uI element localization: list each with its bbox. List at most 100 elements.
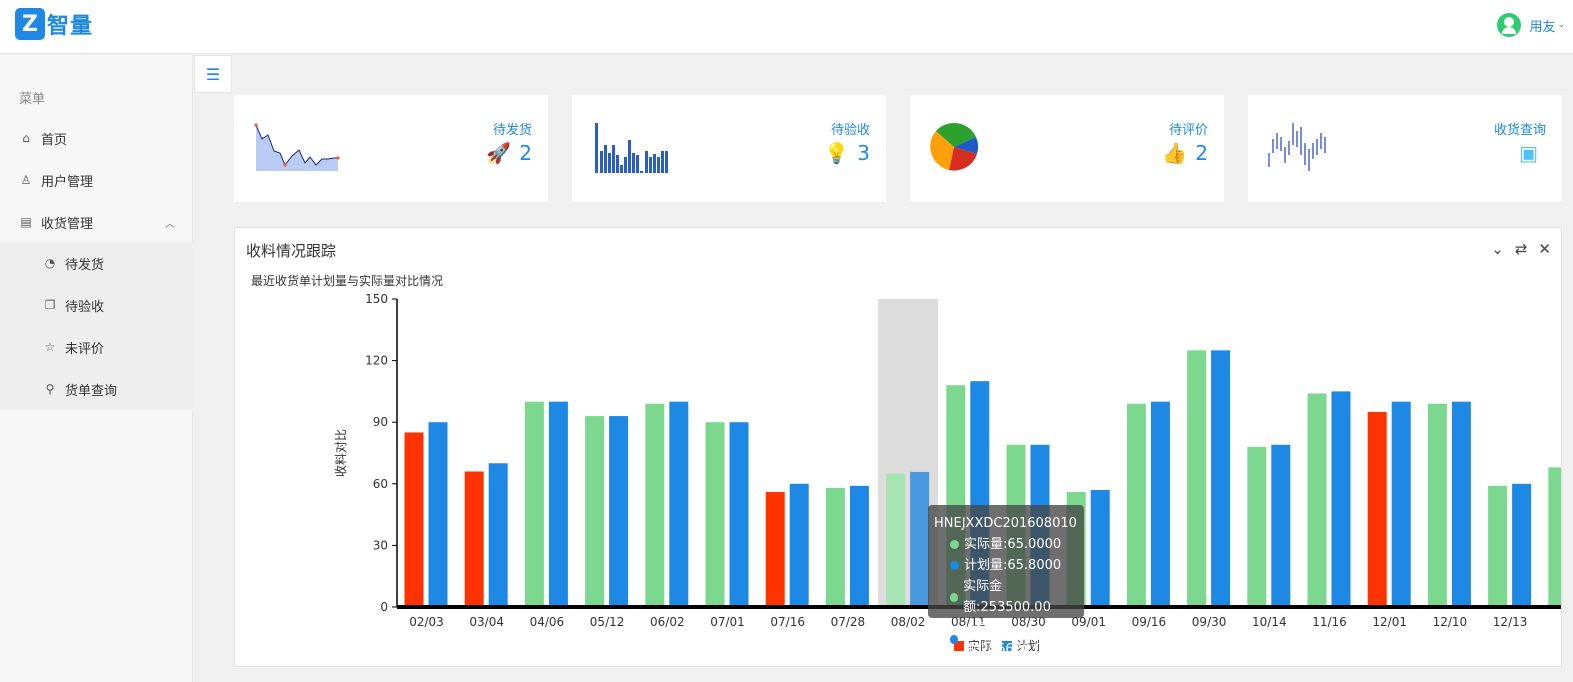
- document-icon: ▤: [20, 215, 32, 229]
- menu-title: 菜单: [19, 92, 46, 107]
- x-tick-label: 12/01: [1372, 615, 1407, 629]
- close-icon[interactable]: ✕: [1538, 240, 1551, 258]
- card-value-row: 🚀 2: [486, 141, 532, 165]
- user-menu[interactable]: 用友 ⌄: [1497, 13, 1565, 37]
- bar-actual: [1247, 446, 1267, 607]
- submenu: ◔ 待发货 ❐ 待验收 ☆ 未评价 ⚲ 货单查询: [0, 242, 193, 410]
- logo-text: 智量: [47, 14, 94, 39]
- x-tick-label: 02/03: [409, 615, 444, 629]
- panel-toolbar: ⌄ ⇄ ✕: [1491, 240, 1551, 258]
- copy-icon: ❐: [44, 298, 56, 312]
- card-label: 待发货: [492, 123, 532, 138]
- card-pending-shipment[interactable]: 待发货 🚀 2: [234, 95, 548, 202]
- bar-plan: [1271, 444, 1291, 607]
- legend-dot-icon: [950, 634, 959, 644]
- bar-plan: [910, 471, 930, 607]
- y-tick-label: 30: [373, 538, 388, 552]
- sidebar-item-receiving[interactable]: ▤ 收货管理 ︿: [0, 201, 193, 243]
- bar-actual: [1548, 467, 1561, 607]
- x-tick-label: 08/02: [891, 615, 926, 629]
- sidebar-item-pending-shipment[interactable]: ◔ 待发货: [0, 242, 193, 284]
- legend-swatch-plan: [1002, 641, 1012, 651]
- bar-plan: [1512, 483, 1532, 607]
- x-tick-label: 05/12: [590, 615, 625, 629]
- tooltip-row: 实际量:65.0000: [934, 534, 1078, 555]
- legend-dot-icon: [950, 592, 959, 602]
- sidebar-item-pending-inspection[interactable]: ❐ 待验收: [0, 284, 193, 326]
- y-tick-label: 0: [380, 600, 388, 614]
- report-icon: ▣: [1519, 141, 1538, 165]
- logo[interactable]: Z 智量: [15, 8, 93, 40]
- sidebar: 菜单 ⌂ 首页 ♙ 用户管理 ▤ 收货管理 ︿ ◔ 待发货 ❐ 待验收 ☆ 未评…: [0, 55, 193, 682]
- x-tick-label: 07/28: [831, 615, 866, 629]
- sidebar-item-label: 收货管理: [41, 216, 94, 232]
- bar-actual: [1307, 393, 1327, 607]
- legend-label-plan: 计划: [1016, 639, 1040, 653]
- refresh-icon[interactable]: ⇄: [1514, 240, 1528, 258]
- card-value: 3: [857, 141, 870, 165]
- sidebar-item-label: 未评价: [65, 341, 105, 357]
- menu-collapse-icon: ☰: [205, 64, 221, 84]
- bar-actual: [765, 492, 785, 607]
- legend-label-actual: 实际: [968, 638, 992, 653]
- sidebar-item-order-query[interactable]: ⚲ 货单查询: [0, 368, 193, 410]
- bar-actual: [1367, 411, 1387, 607]
- legend-swatch-actual: [954, 641, 964, 651]
- bar-plan: [488, 463, 508, 607]
- sidebar-item-label: 用户管理: [41, 174, 94, 190]
- card-value: 2: [1195, 141, 1208, 165]
- y-tick-label: 90: [373, 415, 388, 429]
- legend-dot-icon: [950, 540, 959, 549]
- chart-tooltip: HNEJXXDC201608010 实际量:65.0000 计划量:65.800…: [928, 505, 1084, 657]
- bar-actual: [1488, 485, 1508, 607]
- user-name: 用友: [1529, 19, 1556, 35]
- x-tick-label: 07/16: [770, 615, 805, 629]
- bulb-icon: 💡: [824, 141, 850, 165]
- bar-actual: [1427, 403, 1447, 607]
- card-pending-review[interactable]: 待评价 👍 2: [910, 95, 1224, 202]
- x-tick-label: 09/16: [1132, 615, 1167, 629]
- collapse-icon[interactable]: ⌄: [1491, 240, 1504, 258]
- sidebar-item-users[interactable]: ♙ 用户管理: [0, 159, 193, 201]
- bar-plan: [1451, 401, 1471, 607]
- x-tick-label: 11/16: [1312, 615, 1347, 629]
- bar-plan: [1391, 401, 1411, 607]
- card-label: 收货查询: [1493, 123, 1546, 138]
- bar-plan: [1150, 401, 1170, 607]
- sidebar-item-home[interactable]: ⌂ 首页: [0, 117, 193, 159]
- rocket-icon: 🚀: [486, 141, 512, 165]
- clock-icon: ◔: [44, 256, 56, 270]
- x-tick-label: 12/10: [1433, 615, 1468, 629]
- card-value: 2: [519, 141, 532, 165]
- y-tick-label: 120: [365, 354, 388, 368]
- card-label: 待验收: [830, 123, 870, 138]
- sidebar-toggle-button[interactable]: ☰: [194, 55, 232, 93]
- bar-plan: [548, 401, 568, 607]
- chart-subtitle: 最近收货单计划量与实际量对比情况: [251, 273, 443, 288]
- card-pending-inspection[interactable]: 待验收 💡 3: [572, 95, 886, 202]
- bar-actual: [1126, 403, 1146, 607]
- x-tick-label: 03/04: [469, 615, 504, 629]
- sparkline-area: [254, 123, 340, 171]
- thumbs-up-icon: 👍: [1162, 141, 1188, 165]
- bar-chart[interactable]: 最近收货单计划量与实际量对比情况 0 30 60 90 120 150 收料对比 02/03 03…: [235, 228, 1562, 667]
- bar-actual: [886, 473, 906, 607]
- panel-title: 收料情况跟踪: [246, 242, 337, 260]
- x-tick-label: 06/02: [650, 615, 685, 629]
- bar-plan: [609, 416, 629, 607]
- x-tick-label: 10/14: [1252, 615, 1287, 629]
- star-icon: ☆: [44, 340, 56, 354]
- bar-actual: [524, 401, 544, 607]
- bar-actual: [825, 487, 845, 607]
- chevron-down-icon: ⌄: [1557, 20, 1565, 30]
- card-value-row: ▣: [1519, 141, 1546, 165]
- x-tick-label: 04/06: [530, 615, 565, 629]
- home-icon: ⌂: [22, 131, 30, 145]
- tracking-panel: 收料情况跟踪 ⌄ ⇄ ✕ 最近收货单计划量与实际量对比情况 0 30 60 90 120 1…: [234, 227, 1562, 667]
- bar-plan: [849, 485, 869, 607]
- card-receipt-query[interactable]: 收货查询 ▣: [1248, 95, 1562, 202]
- card-label: 待评价: [1168, 123, 1208, 138]
- sidebar-item-unrated[interactable]: ☆ 未评价: [0, 326, 193, 368]
- tooltip-text: 计划量:65.8000: [964, 558, 1062, 573]
- card-value-row: 💡 3: [824, 141, 870, 165]
